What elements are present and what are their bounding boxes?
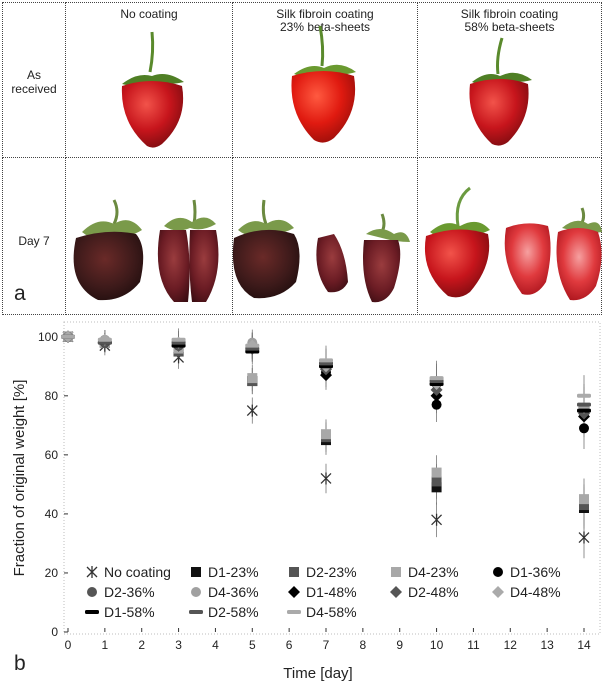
y-tick-label: 20 <box>45 566 59 580</box>
data-point-d1-23- <box>431 482 442 493</box>
x-tick-label: 10 <box>430 638 444 652</box>
strawberry-fresh-no-coating <box>121 31 184 148</box>
row-label-day7: Day 7 <box>18 234 50 248</box>
data-point-d2-23- <box>431 476 442 487</box>
legend-label: D1-48% <box>306 584 357 600</box>
data-point-d4-58- <box>245 343 260 348</box>
legend-marker <box>86 566 98 578</box>
data-point-d4-58- <box>319 358 333 363</box>
x-axis-label: Time [day] <box>283 665 352 682</box>
x-tick-label: 12 <box>504 638 518 652</box>
x-tick-label: 6 <box>286 638 293 652</box>
weight-chart-panel-b: 0 1 2 3 4 5 6 7 8 9 10 11 12 13 14 0 20 40 60 80 100 No coat… <box>0 318 605 685</box>
legend-label: D1-36% <box>510 564 561 580</box>
legend-marker <box>87 587 97 597</box>
column-header-23: Silk fibroin coating 23% beta-sheets <box>276 7 374 34</box>
data-point-d1-36- <box>579 423 589 434</box>
strawberry-58-day7-halves <box>504 207 602 301</box>
x-tick-label: 13 <box>540 638 554 652</box>
legend-marker <box>492 586 504 598</box>
column-header-58: Silk fibroin coating 58% beta-sheets <box>460 7 559 34</box>
data-point-no-coating <box>320 472 332 485</box>
legend-label: D4-23% <box>408 564 459 580</box>
x-tick-label: 2 <box>138 638 145 652</box>
y-axis-label: Fraction of original weight [%] <box>11 380 28 577</box>
x-tick-label: 7 <box>323 638 330 652</box>
y-tick-label: 60 <box>45 448 59 462</box>
data-point-d4-58- <box>61 334 75 339</box>
legend-label: D1-23% <box>208 564 259 580</box>
legend-marker <box>288 586 300 598</box>
x-tick-label: 3 <box>175 638 182 652</box>
strawberry-58-day7-whole <box>424 186 490 298</box>
x-tick-label: 1 <box>102 638 109 652</box>
data-point-d4-23- <box>321 429 331 440</box>
x-tick-label: 14 <box>577 638 591 652</box>
data-point-d4-23- <box>579 494 589 505</box>
legend-label: D4-58% <box>306 604 357 620</box>
photo-panel-a: No coating Silk fibroin coating 23% beta-… <box>2 2 602 315</box>
legend-marker <box>390 586 402 598</box>
x-tick-label: 8 <box>360 638 367 652</box>
legend-label: D4-48% <box>510 584 561 600</box>
legend-label: D2-36% <box>104 584 155 600</box>
data-point-d1-36- <box>431 399 442 410</box>
legend-marker <box>191 587 201 597</box>
row-label-received: As received <box>11 68 57 96</box>
panel-letter-a: a <box>14 282 26 305</box>
x-tick-label: 0 <box>65 638 72 652</box>
legend-label: D2-58% <box>208 604 259 620</box>
legend-marker <box>287 610 301 614</box>
strawberry-photos <box>73 25 602 303</box>
data-point-d2-23- <box>579 500 589 511</box>
data-point-d4-58- <box>97 337 112 342</box>
legend-label: No coating <box>104 564 171 580</box>
cell-58-day7 <box>417 157 602 315</box>
data-point-d4-58- <box>577 393 591 398</box>
data-point-d1-58- <box>577 408 591 413</box>
x-tick-label: 4 <box>212 638 219 652</box>
strawberry-23-day7-whole <box>232 199 300 299</box>
y-tick-label: 80 <box>45 389 59 403</box>
data-point-d4-23- <box>247 373 258 384</box>
data-point-d4-58- <box>171 337 186 342</box>
strawberry-rotten-whole <box>73 199 144 301</box>
data-point-d4-23- <box>431 467 442 478</box>
column-header-no-coating: No coating <box>120 7 178 21</box>
legend-marker <box>493 567 503 577</box>
legend-marker <box>391 567 401 577</box>
y-tick-label: 40 <box>45 507 59 521</box>
legend-label: D1-58% <box>104 604 155 620</box>
data-point-d4-58- <box>429 376 444 381</box>
strawberry-fresh-23 <box>291 25 356 143</box>
panel-letter-b: b <box>14 652 26 675</box>
plot-frame <box>63 321 601 635</box>
data-point-d2-58- <box>577 402 591 407</box>
data-point-no-coating <box>578 531 590 544</box>
strawberry-rotten-halves <box>157 199 219 302</box>
x-tick-label: 5 <box>249 638 256 652</box>
x-tick-label: 11 <box>467 638 480 652</box>
legend-marker <box>85 610 99 614</box>
data-point-no-coating <box>246 404 258 417</box>
strawberry-fresh-58 <box>469 37 532 146</box>
legend-marker <box>191 567 201 577</box>
strawberry-23-day7-slices <box>316 213 410 303</box>
y-tick-label: 100 <box>38 330 58 344</box>
y-tick-label: 0 <box>51 625 58 639</box>
x-tick-label: 9 <box>396 638 403 652</box>
legend-marker <box>189 610 203 614</box>
legend-label: D2-23% <box>306 564 357 580</box>
legend-label: D2-48% <box>408 584 459 600</box>
legend-label: D4-36% <box>208 584 259 600</box>
legend-marker <box>289 567 299 577</box>
data-point-no-coating <box>431 513 443 526</box>
